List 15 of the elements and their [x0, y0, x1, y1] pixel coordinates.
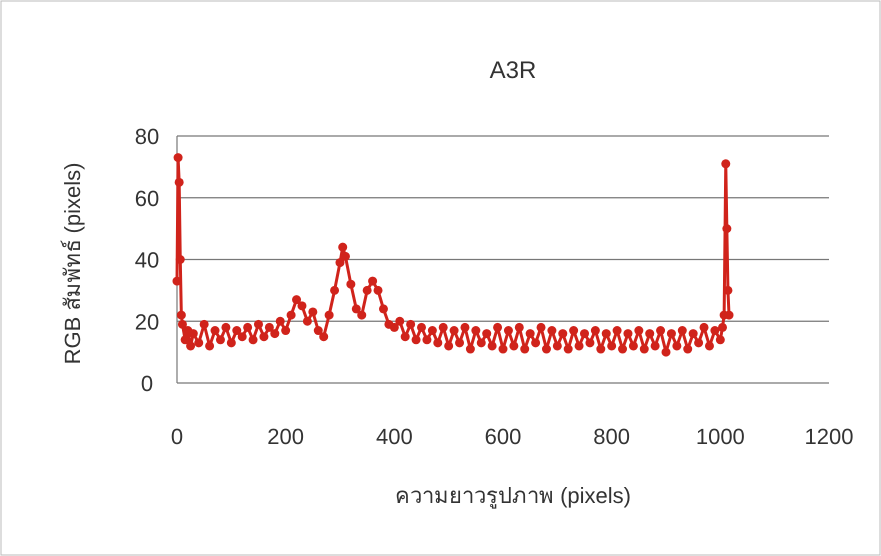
x-tick-label: 600: [484, 424, 522, 449]
x-tick-label: 1000: [696, 424, 745, 449]
y-tick-label: 80: [134, 124, 160, 149]
x-tick-label: 400: [376, 424, 413, 449]
x-tick-label: 0: [170, 424, 184, 449]
y-tick-label: 20: [134, 309, 160, 334]
y-tick-label: 60: [134, 186, 160, 211]
y-axis-title: RGB สัมพัทธ์ (pixels): [60, 162, 85, 364]
y-tick-label: 0: [140, 371, 154, 396]
x-tick-label: 800: [593, 424, 630, 449]
x-tick-label: 200: [267, 424, 304, 449]
y-tick-label: 40: [134, 248, 160, 272]
x-axis-title: ความยาวรูปภาพ (pixels): [394, 483, 632, 509]
x-tick-label: 1200: [804, 424, 854, 449]
chart-title: A3R: [490, 57, 536, 84]
